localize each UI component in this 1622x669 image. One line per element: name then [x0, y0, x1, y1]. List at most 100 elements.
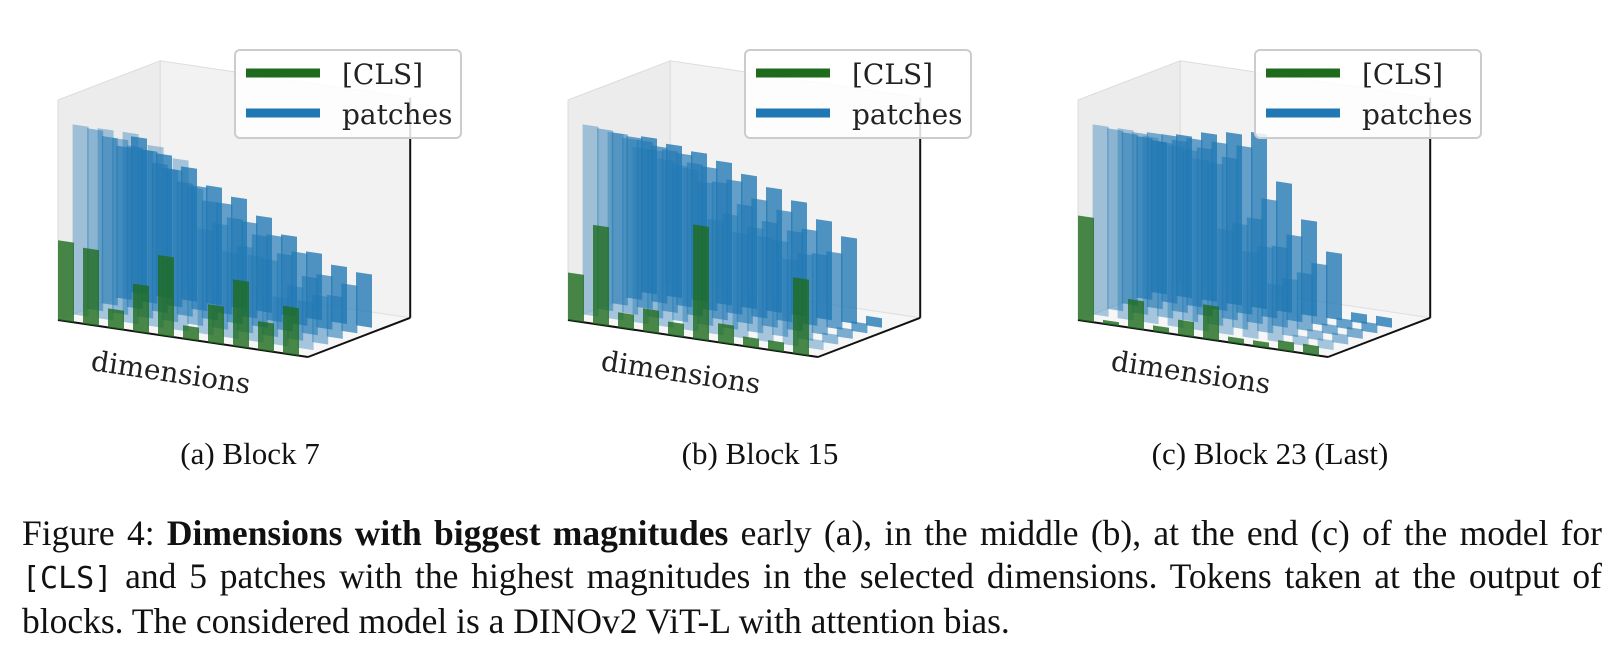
patch-bar-r3-d7: [1296, 272, 1313, 332]
cls-bar-r0-d0: [58, 240, 74, 323]
patch-bar-r1-d2: [122, 131, 139, 325]
patch-bar-r5-d9: [1376, 315, 1392, 328]
legend: [CLS] patches: [234, 49, 462, 139]
patch-bar-r1-d7: [247, 254, 264, 343]
patch-bar-r2-d4: [187, 186, 204, 326]
patch-bar-r3-d8: [811, 253, 828, 336]
patch-bar-r5-d7: [1326, 251, 1342, 321]
patch-bar-r2-d9: [312, 294, 329, 345]
patch-bar-r5-d8: [1351, 312, 1367, 324]
patch-bar-r1-d6: [1242, 251, 1259, 339]
patch-bar-r3-d2: [1171, 139, 1188, 313]
patch-bar-r3-d5: [1246, 217, 1263, 325]
cls-bar-r0-d6: [208, 304, 224, 345]
patch-bar-r2-d9: [1332, 332, 1349, 345]
patch-bar-r1-d2: [632, 147, 649, 325]
patch-bar-r2-d8: [1307, 328, 1324, 341]
caption-part1: early (a), in the middle (b), at the end…: [728, 513, 1602, 553]
y-axis-line: [817, 316, 921, 358]
chart-a-svg: dimensions [CLS] patches: [56, 49, 462, 401]
patch-bar-r2-d3: [1182, 148, 1199, 323]
patch-bar-r2-d1: [622, 137, 639, 315]
patch-bar-r2-d9: [822, 332, 839, 345]
cls-bar-r0-d1: [1103, 319, 1119, 327]
cls-bar-r0-d4: [668, 321, 684, 338]
cls-bar-r0-d9: [793, 277, 809, 356]
patch-bar-r3-d1: [126, 145, 143, 310]
patch-bar-r5-d9: [356, 272, 372, 328]
patch-bar-r4-d9: [341, 283, 358, 334]
cls-bar-r0-d7: [1253, 340, 1269, 349]
legend: [CLS] patches: [1254, 49, 1482, 139]
patch-bar-r4-d9: [1361, 321, 1378, 334]
patch-bar-r3-d0: [101, 136, 118, 306]
cls-bar-r0-d2: [108, 308, 124, 330]
patch-bar-r1-d4: [172, 158, 189, 332]
y-axis-line: [1327, 316, 1431, 358]
patch-bar-r1-d4: [1192, 158, 1209, 332]
patch-bar-r1-d2: [1142, 135, 1159, 325]
chart-panel-c: dimensions [CLS] patches: [1060, 40, 1500, 420]
patch-bar-r3-d8: [1321, 323, 1338, 336]
cls-bar-r0-d7: [233, 279, 249, 349]
legend-cls-label: [CLS]: [852, 58, 933, 91]
cls-bar-r0-d6: [1228, 336, 1244, 345]
cls-bar-r0-d1: [593, 224, 609, 327]
patch-bar-r1-d1: [1117, 128, 1134, 321]
patch-bar-r5-d8: [841, 236, 857, 324]
patch-bar-r1-d8: [1292, 334, 1309, 347]
patch-bar-r1-d7: [757, 235, 774, 343]
cls-bar-r0-d6: [718, 323, 734, 345]
patch-bar-r2-d7: [772, 239, 789, 338]
cls-bar-r0-d8: [258, 321, 274, 352]
patch-bar-r3-d0: [611, 132, 628, 306]
patch-bar-r3-d6: [1271, 245, 1288, 328]
subcaption-b: (b) Block 15: [681, 436, 839, 471]
caption-bold: Dimensions with biggest magnitudes: [166, 513, 729, 553]
patch-bar-r2-d2: [137, 149, 154, 319]
chart-panel-a: dimensions [CLS] patches: [40, 40, 480, 420]
cls-bar-r0-d5: [183, 325, 199, 341]
patch-bar-r5-d9: [866, 315, 882, 328]
patch-bar-r1-d6: [732, 232, 749, 339]
patch-bar-r1-d3: [1167, 145, 1184, 328]
patch-bar-r2-d4: [1207, 162, 1224, 326]
legend-patches-label: patches: [342, 98, 453, 131]
figure-caption: Figure 4: Dimensions with biggest magnit…: [22, 512, 1602, 643]
caption-part2: and 5 patches with the highest magnitude…: [22, 556, 1602, 641]
patch-bar-r1-d1: [607, 131, 624, 321]
patch-bar-r2-d1: [112, 137, 129, 315]
caption-lead: Figure 4:: [22, 513, 167, 553]
patch-bar-r2-d3: [672, 164, 689, 323]
patch-bar-r2-d6: [747, 226, 764, 334]
cls-bar-r0-d3: [133, 283, 149, 334]
patch-bar-r1-d3: [657, 158, 674, 328]
cls-bar-r0-d9: [1303, 343, 1319, 356]
patch-bar-r4-d8: [1336, 317, 1353, 330]
cls-bar-r0-d7: [743, 336, 759, 349]
patch-bar-r3-d9: [1346, 327, 1363, 339]
x-axis-label: dimensions: [599, 344, 763, 400]
patch-bar-r4-d8: [826, 251, 843, 330]
cls-bar-r0-d0: [568, 272, 584, 323]
patch-bar-r2-d2: [647, 149, 664, 319]
chart-c-svg: dimensions [CLS] patches: [1076, 49, 1482, 401]
cls-bar-r0-d5: [693, 224, 709, 341]
cls-bar-r0-d9: [283, 305, 299, 356]
patch-bar-r2-d5: [1232, 222, 1249, 330]
patch-bar-r1-d5: [1217, 228, 1234, 336]
x-axis-label: dimensions: [1109, 344, 1273, 400]
legend-patches-label: patches: [852, 98, 963, 131]
patch-bar-r4-d7: [1311, 262, 1328, 326]
legend-patches-label: patches: [1362, 98, 1473, 131]
patch-bar-r2-d5: [212, 222, 229, 330]
patch-bar-r1-d1: [97, 128, 114, 321]
patch-bar-r4-d9: [851, 321, 868, 334]
patch-bar-r3-d5: [736, 203, 753, 325]
subcaption-c: (c) Block 23 (Last): [1151, 436, 1389, 471]
patch-bar-r3-d1: [1146, 132, 1163, 310]
patch-bar-r2-d0: [1107, 128, 1124, 312]
cls-bar-r0-d3: [1153, 325, 1169, 334]
cls-bar-r0-d8: [768, 340, 784, 352]
patch-bar-r3-d9: [326, 294, 343, 339]
